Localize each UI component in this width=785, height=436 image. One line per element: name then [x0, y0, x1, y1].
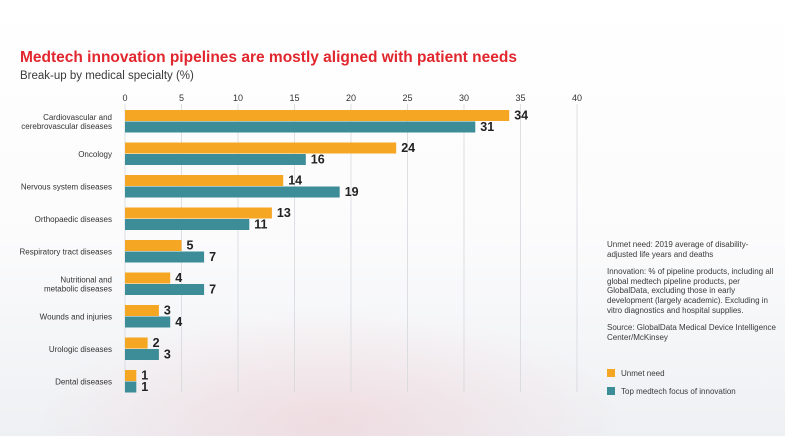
- chart-legend: Unmet need Top medtech focus of innovati…: [607, 366, 736, 402]
- category-label-6: Wounds and injuries: [40, 313, 112, 322]
- x-tick-label-40: 40: [572, 93, 582, 103]
- data-label-unmet-need-8: 1: [141, 369, 148, 383]
- bar-unmet-need-7: [125, 337, 148, 349]
- data-label-innovation-focus-1: 16: [311, 153, 325, 167]
- data-label-innovation-focus-4: 7: [209, 250, 216, 264]
- data-label-innovation-focus-5: 7: [209, 283, 216, 297]
- chart-title: Medtech innovation pipelines are mostly …: [20, 49, 517, 66]
- bar-innovation-focus-7: [125, 349, 159, 360]
- data-label-unmet-need-2: 14: [288, 174, 302, 188]
- category-label-7: Urologic diseases: [49, 345, 112, 354]
- x-tick-label-30: 30: [459, 93, 469, 103]
- bar-innovation-focus-8: [125, 381, 137, 393]
- data-label-innovation-focus-7: 3: [164, 348, 171, 362]
- data-label-unmet-need-7: 2: [153, 336, 160, 350]
- data-label-unmet-need-5: 4: [175, 271, 182, 285]
- x-tick-label-5: 5: [179, 93, 184, 103]
- data-label-unmet-need-3: 13: [277, 206, 291, 220]
- category-label-3: Orthopaedic diseases: [35, 215, 112, 224]
- data-label-innovation-focus-8: 1: [141, 380, 148, 394]
- data-label-innovation-focus-2: 19: [345, 185, 359, 199]
- category-label-2: Nervous system diseases: [21, 183, 112, 192]
- x-tick-label-15: 15: [289, 93, 299, 103]
- bar-unmet-need-5: [125, 272, 171, 284]
- chart-subtitle: Break-up by medical specialty (%): [20, 70, 194, 82]
- bar-unmet-need-0: [125, 110, 510, 121]
- data-label-unmet-need-6: 3: [164, 304, 171, 318]
- data-label-unmet-need-0: 34: [514, 109, 528, 123]
- bar-unmet-need-3: [125, 207, 272, 219]
- legend-label-innovation-focus: Top medtech focus of innovation: [621, 386, 736, 396]
- category-label-0: Cardiovascular and cerebrovascular diseas…: [21, 113, 112, 131]
- chart-notes: Unmet need: 2019 average of disability-a…: [607, 240, 777, 350]
- legend-item-unmet-need: Unmet need: [607, 366, 736, 380]
- legend-swatch-unmet-need: [607, 369, 615, 377]
- data-label-unmet-need-1: 24: [401, 141, 415, 155]
- note-unmet-need: Unmet need: 2019 average of disability-a…: [607, 240, 749, 259]
- legend-swatch-innovation-focus: [607, 387, 615, 395]
- data-label-unmet-need-4: 5: [187, 239, 194, 253]
- category-label-5: Nutritional and metabolic diseases: [44, 276, 112, 294]
- data-label-innovation-focus-0: 31: [480, 120, 494, 134]
- legend-item-innovation-focus: Top medtech focus of innovation: [607, 384, 736, 398]
- x-tick-label-25: 25: [402, 93, 412, 103]
- bar-unmet-need-6: [125, 305, 159, 316]
- note-innovation: Innovation: % of pipeline products, incl…: [607, 267, 774, 315]
- bar-unmet-need-1: [125, 142, 397, 154]
- bar-unmet-need-2: [125, 175, 284, 186]
- bar-innovation-focus-5: [125, 284, 205, 295]
- x-tick-label-35: 35: [515, 93, 525, 103]
- bar-unmet-need-8: [125, 370, 137, 381]
- note-source: Source: GlobalData Medical Device Intell…: [607, 323, 776, 342]
- data-label-innovation-focus-3: 11: [254, 218, 267, 232]
- bar-innovation-focus-3: [125, 219, 250, 230]
- x-tick-label-10: 10: [233, 93, 243, 103]
- bar-innovation-focus-1: [125, 154, 306, 165]
- category-label-4: Respiratory tract diseases: [20, 248, 112, 257]
- category-label-1: Oncology: [78, 150, 112, 159]
- x-tick-label-20: 20: [346, 93, 356, 103]
- bar-innovation-focus-4: [125, 251, 205, 263]
- category-label-8: Dental diseases: [55, 378, 112, 387]
- bar-unmet-need-4: [125, 240, 182, 251]
- bar-innovation-focus-0: [125, 121, 476, 133]
- x-tick-label-0: 0: [122, 93, 127, 103]
- data-label-innovation-focus-6: 4: [175, 315, 182, 329]
- legend-label-unmet-need: Unmet need: [621, 368, 665, 378]
- bar-innovation-focus-2: [125, 186, 340, 198]
- bar-innovation-focus-6: [125, 316, 171, 328]
